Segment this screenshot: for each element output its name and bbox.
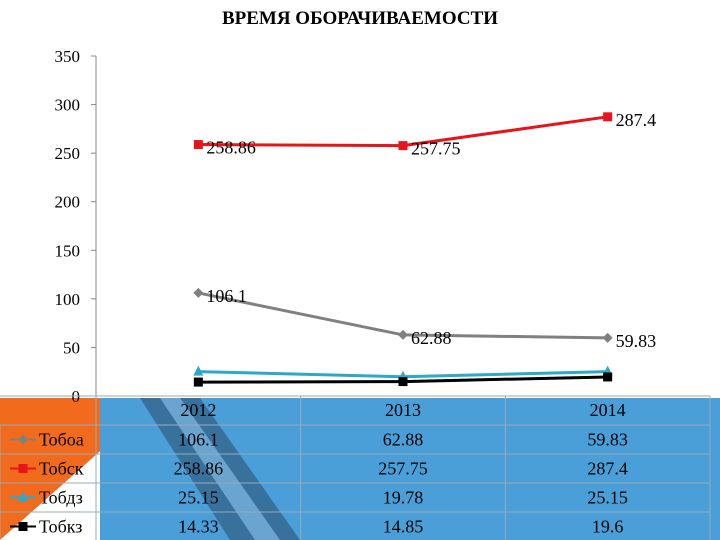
- data-label: 62.88: [411, 328, 452, 348]
- data-table: 2012 2013 2014 Тобоа 106.1 62.88 59.83 Тобск 258…: [0, 395, 711, 540]
- table-cell-value: 257.75: [378, 459, 428, 479]
- x-category-label: 2014: [590, 400, 626, 420]
- series-1-point: [602, 332, 613, 343]
- light-diagonal-shape: [160, 398, 280, 540]
- y-tick-label: 150: [55, 241, 81, 260]
- data-label: 106.1: [206, 286, 247, 306]
- y-tick-label: 300: [55, 96, 81, 115]
- table-cell-value: 258.86: [174, 459, 224, 479]
- series-1-point: [193, 287, 204, 298]
- table-cell-value: 19.78: [383, 488, 424, 508]
- legend-series-name: Тобкз: [39, 517, 82, 537]
- table-cell-value: 106.1: [178, 430, 219, 450]
- legend-key-marker: [18, 464, 28, 473]
- table-cell-value: 287.4: [587, 459, 628, 479]
- x-category-label: 2013: [385, 400, 421, 420]
- table-cell-value: 25.15: [178, 488, 219, 508]
- table-cell-value: 59.83: [587, 430, 628, 450]
- legend-series-name: Тобдз: [39, 488, 83, 508]
- legend-key-marker: [18, 491, 28, 502]
- y-tick-label: 100: [55, 290, 81, 309]
- table-cell-value: 62.88: [383, 430, 424, 450]
- series-4-point: [398, 377, 408, 387]
- legend-key-marker: [18, 434, 28, 445]
- y-tick-label: 200: [55, 193, 81, 212]
- series-2-point: [398, 141, 408, 151]
- x-category-label: 2012: [180, 400, 216, 420]
- series-4-point: [193, 377, 203, 387]
- legend-series-name: Тобоа: [39, 430, 84, 450]
- chart-title: ВРЕМЯ ОБОРАЧИВАЕМОСТИ: [221, 8, 499, 29]
- table-cell-value: 25.15: [587, 488, 628, 508]
- y-tick-label: 50: [63, 338, 80, 357]
- table-cell-value: 14.85: [383, 517, 424, 537]
- legend-key-marker: [18, 522, 28, 531]
- series-1-point: [398, 329, 408, 340]
- y-tick-label: 350: [55, 47, 81, 66]
- series-2-point: [603, 112, 613, 122]
- series-4-point: [603, 372, 613, 382]
- data-label: 59.83: [616, 331, 657, 351]
- series-2-point: [193, 140, 203, 150]
- data-label: 287.4: [616, 110, 657, 130]
- series-3-point: [193, 365, 204, 376]
- data-label: 257.75: [411, 139, 461, 159]
- legend-series-name: Тобск: [39, 459, 84, 479]
- table-cell-value: 19.6: [592, 517, 624, 537]
- data-label-layer: 106.1 62.88 59.83 258.86 257.75 287.4: [206, 110, 656, 351]
- y-tick-label: 250: [55, 144, 81, 163]
- table-cell-value: 14.33: [178, 517, 219, 537]
- data-label: 258.86: [206, 138, 256, 158]
- series-layer: [193, 112, 613, 387]
